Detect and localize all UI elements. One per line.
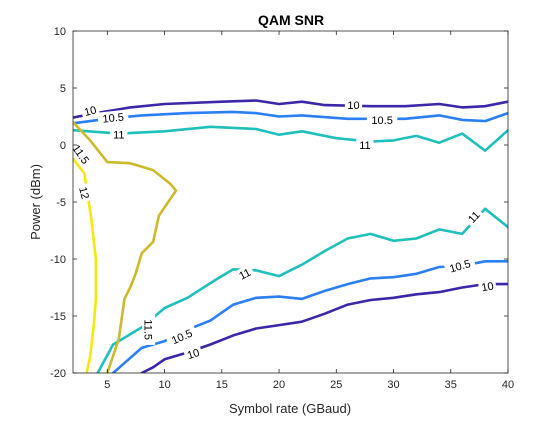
contour-line-11-5-6 (73, 120, 178, 373)
contour-label-text: 10.5 (371, 115, 392, 127)
contour-line-11-2 (73, 125, 508, 152)
contour-label-bg (97, 109, 129, 126)
y-tick-label-0: 0 (60, 140, 66, 152)
contour-label-bg (66, 137, 96, 171)
contour-label-text: 10 (186, 347, 201, 362)
x-axis-label: Symbol rate (GBaud) (229, 401, 351, 416)
contour-label-10-5-1: 10 (477, 278, 497, 295)
x-tick-label-25: 25 (330, 379, 342, 391)
contour-label-bg (75, 182, 93, 203)
contour-label-text: 11 (113, 130, 124, 142)
plot-area (73, 31, 508, 373)
contour-label-10-5-4-1: 10.5 (443, 255, 477, 277)
contour-label-text: 10 (83, 104, 98, 119)
contour-label-bg (142, 314, 156, 345)
contour-label-12-7-0: 12 (75, 182, 93, 203)
contour-label-text: 11 (359, 140, 370, 152)
contour-line-10-5-4 (111, 259, 508, 373)
contour-label-11-5-6-1: 11.5 (142, 314, 156, 345)
contour-label-11-3-1: 11 (463, 206, 485, 228)
contour-label-10-5-1-0: 10.5 (97, 109, 129, 126)
y-ticks-group: -20 -15 -10 -5 0 5 10 (50, 26, 508, 380)
contour-label-bg (366, 113, 398, 127)
x-tick-label-35: 35 (445, 379, 457, 391)
x-tick-label-30: 30 (387, 379, 399, 391)
contour-line-10-5-1 (73, 110, 508, 125)
contour-label-bg (80, 102, 101, 120)
contour-label-bg (165, 324, 199, 349)
contour-line-12-7 (73, 157, 98, 373)
x-tick-label-15: 15 (216, 379, 228, 391)
contour-label-text: 11.5 (142, 319, 154, 340)
contour-label-bg (443, 255, 477, 277)
contour-label-11-2-1: 11 (356, 138, 374, 152)
x-tick-label-20: 20 (273, 379, 285, 391)
contour-label-text: 12 (76, 186, 91, 201)
contour-label-10-0-0: 10 (80, 102, 101, 120)
y-tick-label--10: -10 (50, 254, 66, 266)
x-ticks-group: 5 10 15 20 25 30 35 40 (104, 31, 514, 391)
contour-label-text: 11 (237, 267, 253, 283)
y-tick-label--5: -5 (56, 197, 66, 209)
x-tick-label-40: 40 (502, 379, 514, 391)
contour-lines-group (73, 99, 508, 373)
contour-label-bg (110, 128, 128, 142)
chart-title: QAM SNR (258, 12, 324, 28)
contour-label-11-2-0: 11 (110, 128, 128, 142)
contour-label-10-5-1-1: 10.5 (366, 113, 398, 127)
contour-label-text: 10 (480, 280, 494, 294)
contour-line-11-3 (96, 207, 508, 373)
contour-label-bg (234, 264, 256, 284)
contour-label-text: 10.5 (102, 112, 125, 126)
contour-label-10-5-0: 10 (183, 344, 204, 363)
contour-label-bg (344, 98, 363, 112)
y-tick-label-5: 5 (60, 83, 66, 95)
y-tick-label--20: -20 (50, 368, 66, 380)
y-tick-label-10: 10 (54, 26, 66, 38)
contour-label-bg (356, 138, 374, 152)
contour-label-text: 10.5 (448, 258, 472, 275)
contour-label-bg (477, 278, 497, 295)
contour-label-bg (183, 344, 204, 363)
contour-label-11-3-0: 11 (234, 264, 256, 284)
y-axis-label: Power (dBm) (28, 164, 43, 240)
contour-line-10-5 (140, 282, 508, 373)
contour-label-text: 10 (347, 100, 359, 112)
contour-line-10-0 (73, 99, 508, 119)
x-tick-label-5: 5 (104, 379, 110, 391)
x-tick-label-10: 10 (158, 379, 170, 391)
y-tick-label--15: -15 (50, 311, 66, 323)
contour-label-10-0-1: 10 (344, 98, 363, 112)
contour-label-bg (463, 206, 485, 228)
